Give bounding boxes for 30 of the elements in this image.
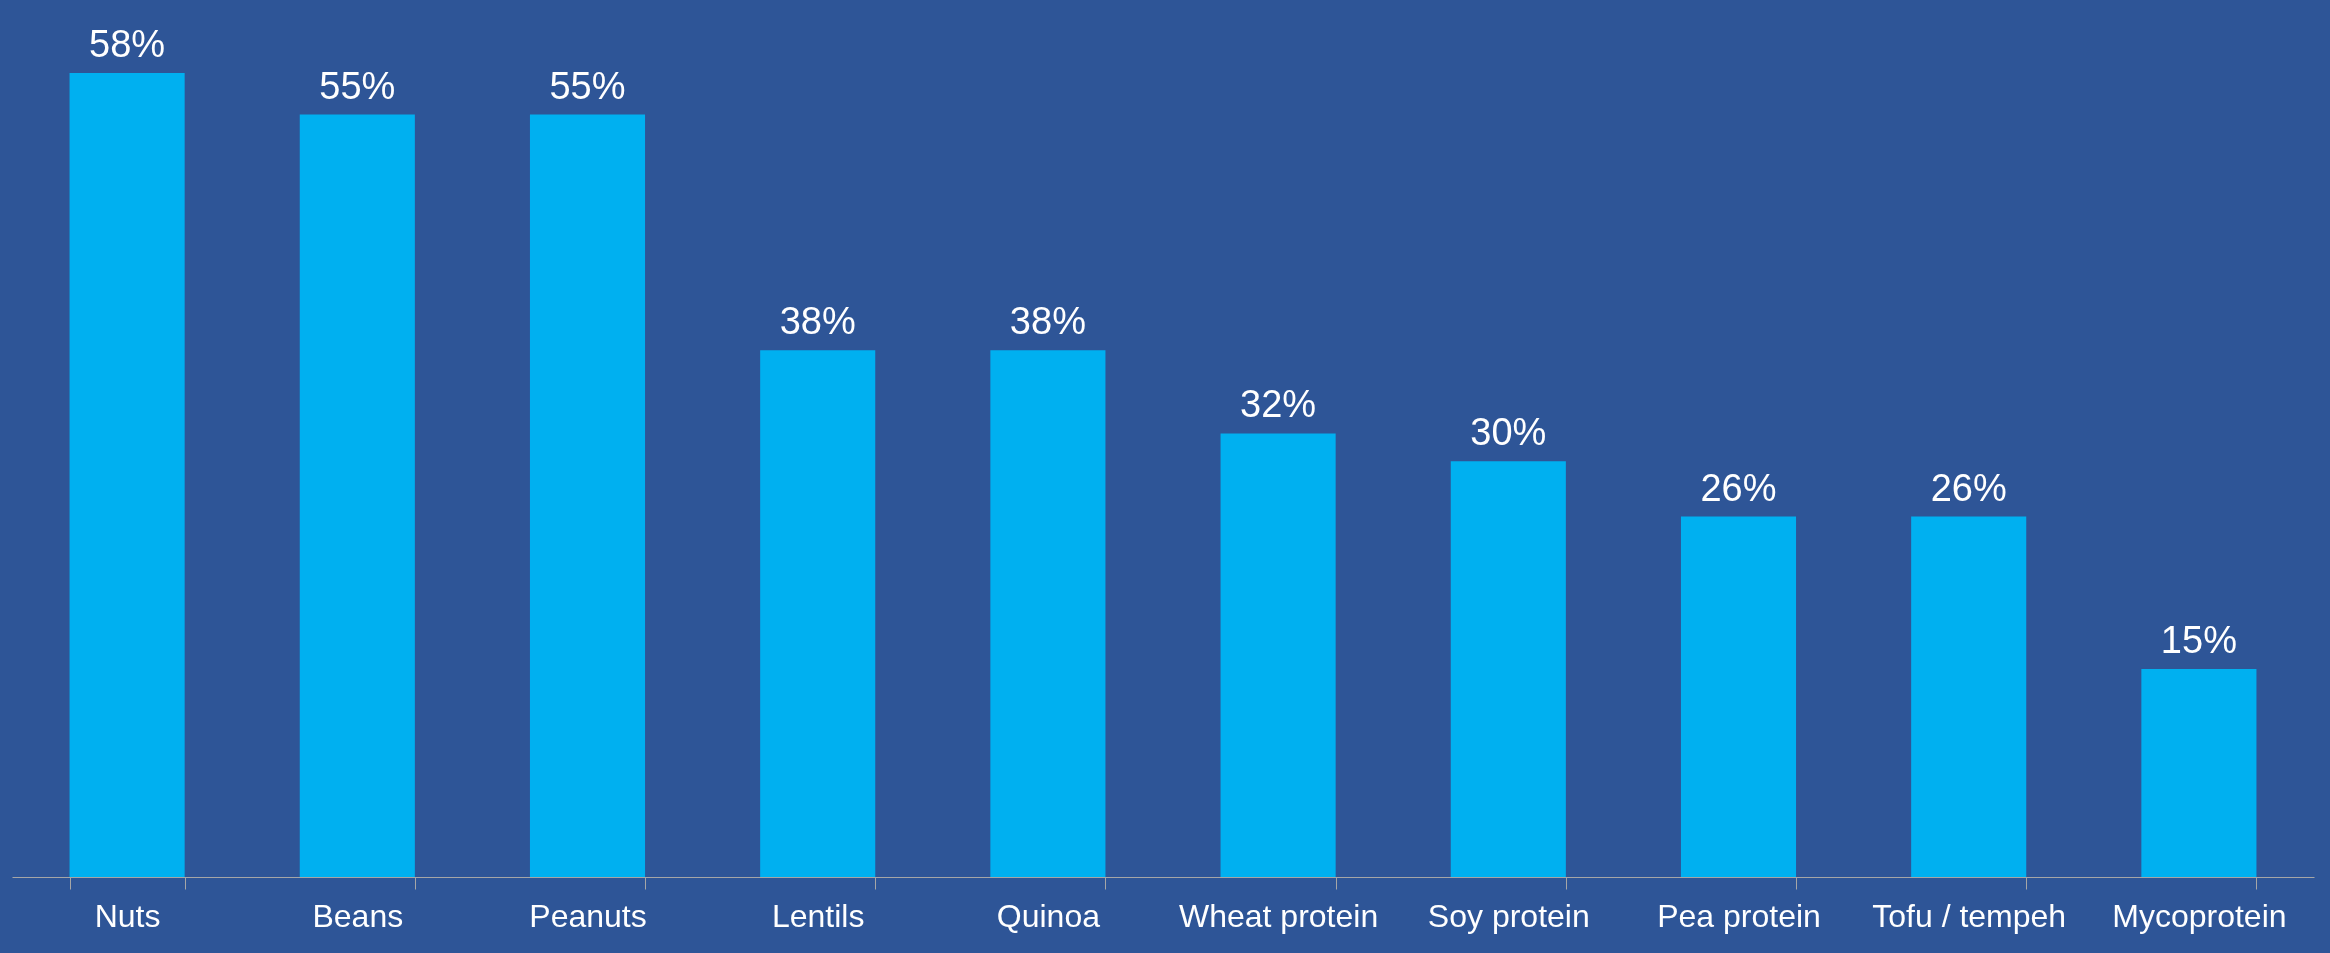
data-label: 30%: [1470, 411, 1547, 454]
bar: [1680, 516, 1797, 877]
data-label: 38%: [779, 300, 856, 343]
data-label: 38%: [1009, 300, 1086, 343]
x-tick-label: Tofu / tempeh: [1872, 897, 2067, 934]
x-tick-label: Quinoa: [996, 897, 1101, 934]
x-tick-label: Beans: [312, 897, 404, 934]
data-label: 26%: [1700, 466, 1777, 509]
bar: [760, 350, 876, 877]
bar: [69, 73, 185, 877]
data-label: 55%: [549, 64, 626, 107]
bar: [990, 350, 1106, 877]
x-tick-label: Peanuts: [529, 897, 647, 934]
bar: [2141, 669, 2257, 877]
x-tick-label: Soy protein: [1427, 897, 1590, 934]
x-tick-label: Lentils: [771, 897, 865, 934]
bar: [1450, 461, 1566, 877]
data-label: 32%: [1240, 383, 1317, 426]
x-tick-label: Wheat protein: [1178, 897, 1379, 934]
x-tick-label: Pea protein: [1657, 897, 1821, 934]
data-label: 58%: [89, 23, 166, 65]
data-label: 26%: [1930, 466, 2007, 509]
bar: [299, 114, 415, 877]
x-tick-label: Nuts: [94, 897, 161, 934]
x-tick-label: Mycoprotein: [2112, 897, 2287, 934]
data-label: 55%: [319, 64, 396, 107]
data-label: 15%: [2160, 619, 2237, 662]
bar: [1220, 433, 1336, 877]
bar: [1911, 516, 2027, 877]
bar: [529, 114, 646, 877]
